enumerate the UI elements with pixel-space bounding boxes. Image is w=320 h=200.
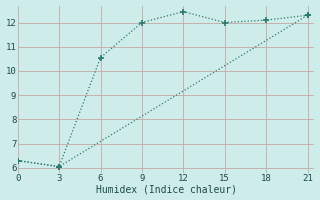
X-axis label: Humidex (Indice chaleur): Humidex (Indice chaleur) <box>96 184 236 194</box>
